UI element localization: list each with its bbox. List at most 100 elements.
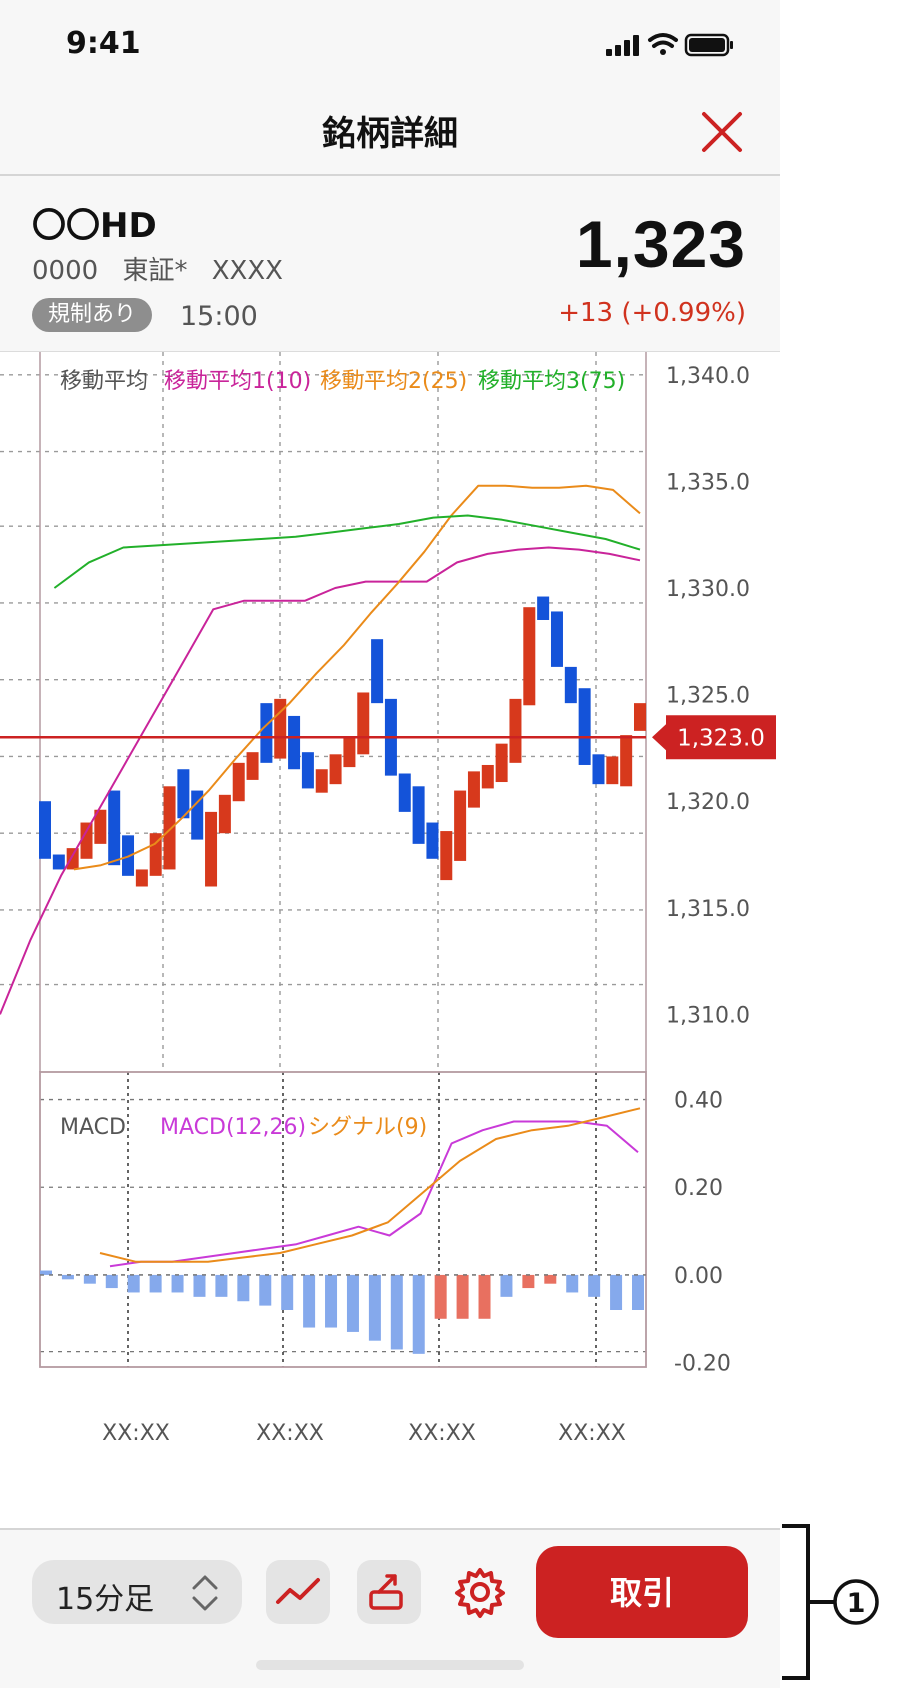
candle [454, 790, 467, 861]
status-indicators [606, 33, 733, 57]
candle [592, 754, 605, 785]
macd-frame [39, 1071, 647, 1368]
macd-bar [588, 1274, 601, 1297]
stock-meta: 0000 東証* XXXX [32, 250, 299, 287]
gear-icon[interactable] [452, 1564, 508, 1620]
y-tick-label: 1,340.0 [666, 364, 750, 389]
macd-bar [127, 1274, 140, 1293]
macd-bar [412, 1274, 425, 1354]
candle [550, 611, 563, 667]
ma1-legend: 移動平均1(10) [164, 369, 311, 394]
signal-line [99, 1107, 641, 1263]
home-indicator [256, 1660, 524, 1670]
candle [232, 762, 245, 802]
drawing-tool-button[interactable] [357, 1560, 421, 1624]
wifi-icon [648, 33, 678, 55]
candle [357, 692, 370, 755]
macd-bar [303, 1274, 316, 1328]
candle [578, 688, 591, 765]
ma1-line [0, 546, 641, 1015]
candle [495, 743, 508, 783]
macd-bar [434, 1274, 447, 1319]
regulation-badge: 規制あり [32, 298, 153, 332]
status-time: 9:41 [66, 26, 141, 61]
candle [80, 822, 93, 859]
macd-bar [325, 1274, 338, 1328]
stock-header: 〇〇HD 0000 東証* XXXX 規制あり 15:00 1,323 +13 … [0, 176, 780, 352]
current-price-tag [666, 715, 776, 760]
candle [108, 790, 121, 866]
callout-number: 1 [847, 1588, 866, 1619]
macd-bar [566, 1274, 579, 1293]
candle [606, 756, 619, 785]
candle [426, 822, 439, 859]
callout-annotation: 1 [782, 1524, 879, 1680]
macd-bar [40, 1270, 52, 1275]
candle [66, 848, 79, 870]
macd-bar [61, 1274, 74, 1280]
ma2-legend: 移動平均2(25) [320, 369, 467, 394]
stock-change: +13 (+0.99%) [558, 298, 746, 328]
x-tick-label: XX:XX [256, 1421, 324, 1446]
candle [523, 607, 536, 706]
macd-bar [610, 1274, 623, 1310]
status-bar: 9:41 [0, 0, 780, 90]
candle [537, 596, 550, 620]
macd-bar [368, 1274, 381, 1341]
macd-bar [281, 1274, 294, 1310]
candle [163, 786, 176, 870]
close-icon[interactable] [696, 106, 748, 158]
candle [509, 698, 522, 763]
ma-legend-label: 移動平均 [60, 369, 148, 394]
macd-bar [456, 1274, 469, 1319]
period-label: 15分足 [56, 1582, 155, 1617]
nav-bar: 銘柄詳細 [0, 90, 780, 176]
y-tick-label: 1,335.0 [666, 470, 750, 495]
candle [260, 703, 273, 763]
trade-button[interactable]: 取引 [536, 1546, 748, 1638]
candle [191, 790, 204, 840]
app-screen: 9:41 銘柄詳細 〇〇H [0, 0, 780, 1670]
candle [94, 809, 107, 844]
stock-code: 0000 [32, 256, 99, 286]
macd-bar [522, 1274, 535, 1289]
x-tick-label: XX:XX [102, 1421, 170, 1446]
candle [634, 703, 646, 731]
signal-legend: シグナル(9) [308, 1115, 427, 1140]
ma3-line [53, 514, 641, 589]
ma2-line [73, 484, 641, 871]
macd-bar [215, 1274, 228, 1297]
chart-type-button[interactable] [266, 1560, 330, 1624]
macd-line [109, 1120, 639, 1268]
macd-bar [83, 1274, 96, 1284]
macd-y-tick-label: 0.00 [674, 1264, 723, 1289]
macd-bar [632, 1274, 644, 1310]
macd-bar [237, 1274, 250, 1302]
candle [371, 639, 384, 704]
callout-number-circle [833, 1579, 879, 1625]
signal-icon [606, 35, 639, 56]
candle [440, 831, 453, 881]
stock-price: 1,323 [575, 207, 746, 281]
stock-market: 東証* [122, 256, 188, 286]
price-chart[interactable]: 1,323.0 移動平均 移動平均1(10) 移動平均2(25) 移動平均3(7… [0, 352, 780, 1527]
candle [135, 869, 148, 887]
macd-y-tick-label: -0.20 [674, 1352, 731, 1377]
macd-y-tick-label: 0.40 [674, 1089, 723, 1114]
candle [564, 666, 577, 704]
macd-bar [544, 1274, 557, 1284]
candle [301, 752, 314, 789]
candle [315, 769, 328, 793]
line-chart-icon [276, 1578, 320, 1604]
y-tick-label: 1,315.0 [666, 897, 750, 922]
macd-bar [390, 1274, 403, 1350]
y-tick-label: 1,325.0 [666, 684, 750, 709]
period-select[interactable]: 15分足 [32, 1560, 242, 1624]
candle [288, 715, 301, 770]
macd-bar [171, 1274, 184, 1293]
candle [343, 737, 356, 768]
candle [52, 854, 65, 870]
macd-legend-label: MACD [60, 1115, 126, 1140]
candle [620, 735, 633, 787]
candle [329, 754, 342, 785]
